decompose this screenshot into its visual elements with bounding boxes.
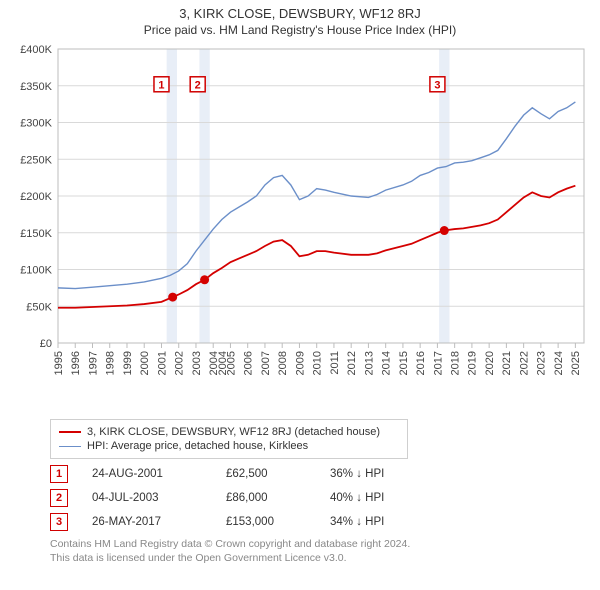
page-title: 3, KIRK CLOSE, DEWSBURY, WF12 8RJ [10, 6, 590, 21]
svg-text:2004: 2004 [217, 351, 229, 375]
footer-attribution: Contains HM Land Registry data © Crown c… [50, 537, 590, 565]
svg-text:£100K: £100K [20, 265, 52, 277]
legend-label: HPI: Average price, detached house, Kirk… [87, 440, 308, 452]
legend-label: 3, KIRK CLOSE, DEWSBURY, WF12 8RJ (detac… [87, 426, 380, 438]
svg-text:2021: 2021 [501, 351, 513, 375]
transaction-diff: 34% ↓ HPI [330, 516, 420, 528]
svg-text:1999: 1999 [122, 351, 134, 375]
svg-text:£250K: £250K [20, 154, 52, 166]
transaction-diff: 40% ↓ HPI [330, 492, 420, 504]
svg-text:2013: 2013 [363, 351, 375, 375]
transaction-row: 1 24-AUG-2001 £62,500 36% ↓ HPI [50, 465, 590, 483]
transaction-date: 04-JUL-2003 [92, 492, 202, 504]
svg-text:2003: 2003 [191, 351, 203, 375]
svg-text:1996: 1996 [70, 351, 82, 375]
svg-text:£400K: £400K [20, 44, 52, 56]
svg-text:2014: 2014 [381, 351, 393, 375]
svg-text:£300K: £300K [20, 118, 52, 130]
svg-text:2006: 2006 [243, 351, 255, 375]
svg-text:£50K: £50K [26, 301, 52, 313]
transaction-marker: 1 [50, 465, 68, 483]
svg-text:2025: 2025 [570, 351, 582, 375]
svg-text:2007: 2007 [260, 351, 272, 375]
svg-text:2023: 2023 [536, 351, 548, 375]
chart-legend: 3, KIRK CLOSE, DEWSBURY, WF12 8RJ (detac… [50, 419, 408, 459]
svg-text:2019: 2019 [467, 351, 479, 375]
svg-text:2024: 2024 [553, 351, 565, 375]
svg-text:£0: £0 [40, 338, 52, 350]
transaction-diff: 36% ↓ HPI [330, 468, 420, 480]
svg-text:2015: 2015 [398, 351, 410, 375]
legend-item: 3, KIRK CLOSE, DEWSBURY, WF12 8RJ (detac… [59, 426, 399, 438]
svg-text:2017: 2017 [432, 351, 444, 375]
svg-text:£200K: £200K [20, 191, 52, 203]
transaction-marker: 2 [50, 489, 68, 507]
svg-text:2022: 2022 [518, 351, 530, 375]
legend-swatch [59, 446, 81, 447]
transaction-date: 24-AUG-2001 [92, 468, 202, 480]
svg-text:2001: 2001 [156, 351, 168, 375]
transaction-row: 3 26-MAY-2017 £153,000 34% ↓ HPI [50, 513, 590, 531]
svg-text:2009: 2009 [294, 351, 306, 375]
transaction-price: £153,000 [226, 516, 306, 528]
transaction-price: £62,500 [226, 468, 306, 480]
transaction-date: 26-MAY-2017 [92, 516, 202, 528]
svg-text:1998: 1998 [105, 351, 117, 375]
svg-text:2012: 2012 [346, 351, 358, 375]
svg-text:2018: 2018 [450, 351, 462, 375]
transaction-price: £86,000 [226, 492, 306, 504]
svg-text:2010: 2010 [312, 351, 324, 375]
transaction-row: 2 04-JUL-2003 £86,000 40% ↓ HPI [50, 489, 590, 507]
legend-swatch [59, 431, 81, 433]
svg-text:2000: 2000 [139, 351, 151, 375]
svg-text:2016: 2016 [415, 351, 427, 375]
transactions-table: 1 24-AUG-2001 £62,500 36% ↓ HPI 2 04-JUL-2003… [50, 465, 590, 531]
svg-text:2002: 2002 [174, 351, 186, 375]
svg-text:2008: 2008 [277, 351, 289, 375]
footer-line-1: Contains HM Land Registry data © Crown c… [50, 537, 590, 551]
page-subtitle: Price paid vs. HM Land Registry's House … [10, 23, 590, 37]
svg-text:1: 1 [158, 79, 164, 91]
svg-text:£150K: £150K [20, 228, 52, 240]
svg-text:3: 3 [434, 79, 440, 91]
svg-text:1995: 1995 [53, 351, 65, 375]
legend-item: HPI: Average price, detached house, Kirk… [59, 440, 399, 452]
svg-text:1997: 1997 [87, 351, 99, 375]
footer-line-2: This data is licensed under the Open Gov… [50, 551, 590, 565]
svg-text:2: 2 [195, 79, 201, 91]
svg-text:2011: 2011 [329, 351, 341, 375]
transaction-marker: 3 [50, 513, 68, 531]
price-chart: £0 £50K £100K £150K £200K £250K £300K £350K £400… [10, 43, 590, 413]
svg-text:£350K: £350K [20, 81, 52, 93]
svg-text:2020: 2020 [484, 351, 496, 375]
